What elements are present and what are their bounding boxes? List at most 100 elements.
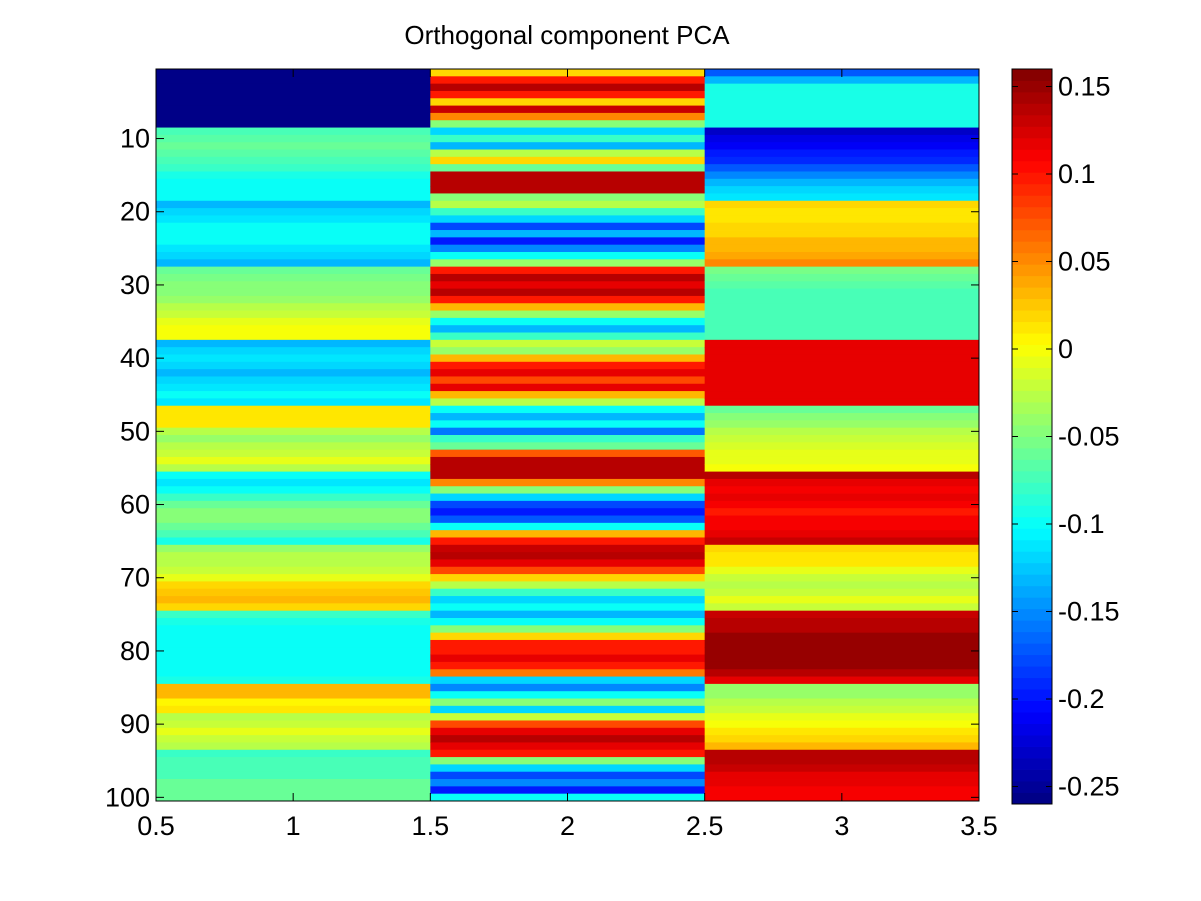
colorbar-step — [1012, 528, 1052, 541]
heatmap-cell-c2-r36 — [430, 325, 706, 333]
heatmap-cell-c3-r37 — [704, 332, 980, 341]
heatmap-cell-c1-r67 — [156, 552, 431, 560]
heatmap-cell-c3-r33 — [704, 303, 980, 311]
heatmap-cell-c3-r9 — [704, 127, 980, 136]
heatmap-cell-c2-r10 — [430, 134, 706, 143]
heatmap-cell-c2-r93 — [430, 742, 706, 751]
heatmap-cell-c2-r88 — [430, 705, 706, 714]
heatmap-cell-c1-r58 — [156, 486, 431, 494]
y-tick-label: 40 — [120, 343, 150, 373]
heatmap-cell-c1-r56 — [156, 471, 431, 480]
y-tick-label: 80 — [120, 636, 150, 666]
heatmap-cell-c3-r11 — [704, 142, 980, 150]
heatmap-cell-c3-r44 — [704, 383, 980, 392]
colorbar-step — [1012, 264, 1052, 277]
heatmap-cell-c1-r63 — [156, 522, 431, 531]
heatmap-cell-c2-r32 — [430, 295, 706, 304]
heatmap-cell-c3-r4 — [704, 90, 980, 99]
y-tick-label: 90 — [120, 709, 150, 739]
heatmap-cell-c1-r62 — [156, 515, 431, 524]
colorbar-step — [1012, 91, 1052, 104]
heatmap-cell-c1-r99 — [156, 786, 431, 795]
colorbar-step — [1012, 80, 1052, 93]
x-tick-label: 3 — [834, 811, 849, 841]
heatmap-cell-c2-r9 — [430, 127, 706, 136]
heatmap-cell-c1-r65 — [156, 537, 431, 546]
heatmap-cell-c2-r67 — [430, 552, 706, 560]
colorbar-step — [1012, 390, 1052, 403]
heatmap-cell-c2-r44 — [430, 383, 706, 392]
heatmap-cell-c3-r17 — [704, 186, 980, 194]
heatmap-cell-c1-r85 — [156, 683, 431, 692]
heatmap-cell-c3-r81 — [704, 654, 980, 663]
heatmap-cell-c2-r22 — [430, 222, 706, 231]
heatmap-cell-c3-r82 — [704, 661, 980, 670]
heatmap-cell-c3-r29 — [704, 273, 980, 282]
heatmap-cell-c2-r35 — [430, 317, 706, 326]
heatmap-cell-c2-r42 — [430, 369, 706, 377]
heatmap-cell-c2-r57 — [430, 478, 706, 487]
heatmap-cell-c3-r20 — [704, 208, 980, 216]
colorbar-step — [1012, 206, 1052, 219]
heatmap-cell-c2-r43 — [430, 376, 706, 385]
heatmap-cell-c2-r30 — [430, 281, 706, 289]
heatmap-cell-c2-r33 — [430, 303, 706, 311]
colorbar-step — [1012, 149, 1052, 162]
heatmap-cell-c3-r5 — [704, 98, 980, 106]
heatmap-cell-c2-r45 — [430, 391, 706, 399]
heatmap-cell-c2-r73 — [430, 596, 706, 604]
heatmap-cell-c3-r89 — [704, 713, 980, 721]
heatmap-cell-c2-r94 — [430, 749, 706, 758]
heatmap-cell-c3-r91 — [704, 727, 980, 736]
colorbar-step — [1012, 114, 1052, 127]
heatmap-cell-c1-r82 — [156, 661, 431, 670]
colorbar-tick-label: -0.05 — [1058, 422, 1120, 452]
heatmap-cell-c2-r11 — [430, 142, 706, 150]
heatmap-cell-c2-r77 — [430, 625, 706, 634]
heatmap-cell-c1-r28 — [156, 266, 431, 275]
heatmap-cell-c1-r76 — [156, 618, 431, 626]
heatmap-cell-c3-r46 — [704, 398, 980, 407]
colorbar: 0.15 0.1 0.05 0 -0.05 -0.1 -0.15 -0.2 -0.25 — [1011, 68, 1120, 805]
heatmap-cell-c2-r26 — [430, 252, 706, 260]
heatmap-cell-c1-r89 — [156, 713, 431, 721]
heatmap-cell-c3-r65 — [704, 537, 980, 546]
heatmap-cell-c3-r97 — [704, 771, 980, 780]
heatmap-cell-c2-r89 — [430, 713, 706, 721]
heatmap-cell-c1-r96 — [156, 764, 431, 773]
heatmap-cell-c1-r21 — [156, 215, 431, 224]
heatmap-cell-c2-r64 — [430, 530, 706, 538]
colorbar-step — [1012, 447, 1052, 460]
heatmap-cell-c1-r50 — [156, 427, 431, 436]
heatmap-cell-c2-r52 — [430, 442, 706, 451]
heatmap-cell-c3-r35 — [704, 317, 980, 326]
heatmap-cell-c2-r25 — [430, 244, 706, 253]
heatmap-cell-c2-r17 — [430, 186, 706, 194]
colorbar-step — [1012, 620, 1052, 633]
x-tick-label: 3.5 — [960, 811, 998, 841]
colorbar-step — [1012, 103, 1052, 116]
heatmap-cell-c1-r16 — [156, 178, 431, 187]
heatmap-cell-c2-r50 — [430, 427, 706, 436]
y-tick-label: 70 — [120, 563, 150, 593]
heatmap-cell-c2-r66 — [430, 544, 706, 553]
colorbar-step — [1012, 367, 1052, 380]
heatmap-cell-c1-r44 — [156, 383, 431, 392]
heatmap-cell-c3-r96 — [704, 764, 980, 773]
heatmap-cell-c3-r93 — [704, 742, 980, 751]
heatmap-cell-c1-r79 — [156, 639, 431, 648]
colorbar-step — [1012, 597, 1052, 610]
heatmap-cell-c1-r61 — [156, 508, 431, 516]
heatmap-cell-c2-r6 — [430, 105, 706, 114]
heatmap-cell-c2-r55 — [430, 464, 706, 472]
colorbar-step — [1012, 574, 1052, 587]
heatmap-cell-c2-r95 — [430, 757, 706, 765]
colorbar-step — [1012, 723, 1052, 736]
heatmap-cell-c2-r16 — [430, 178, 706, 187]
heatmap-cell-c3-r67 — [704, 552, 980, 560]
colorbar-step — [1012, 425, 1052, 437]
heatmap-cell-c3-r2 — [704, 76, 980, 85]
heatmap-cell-c1-r49 — [156, 420, 431, 429]
heatmap-cell-c3-r72 — [704, 588, 980, 597]
